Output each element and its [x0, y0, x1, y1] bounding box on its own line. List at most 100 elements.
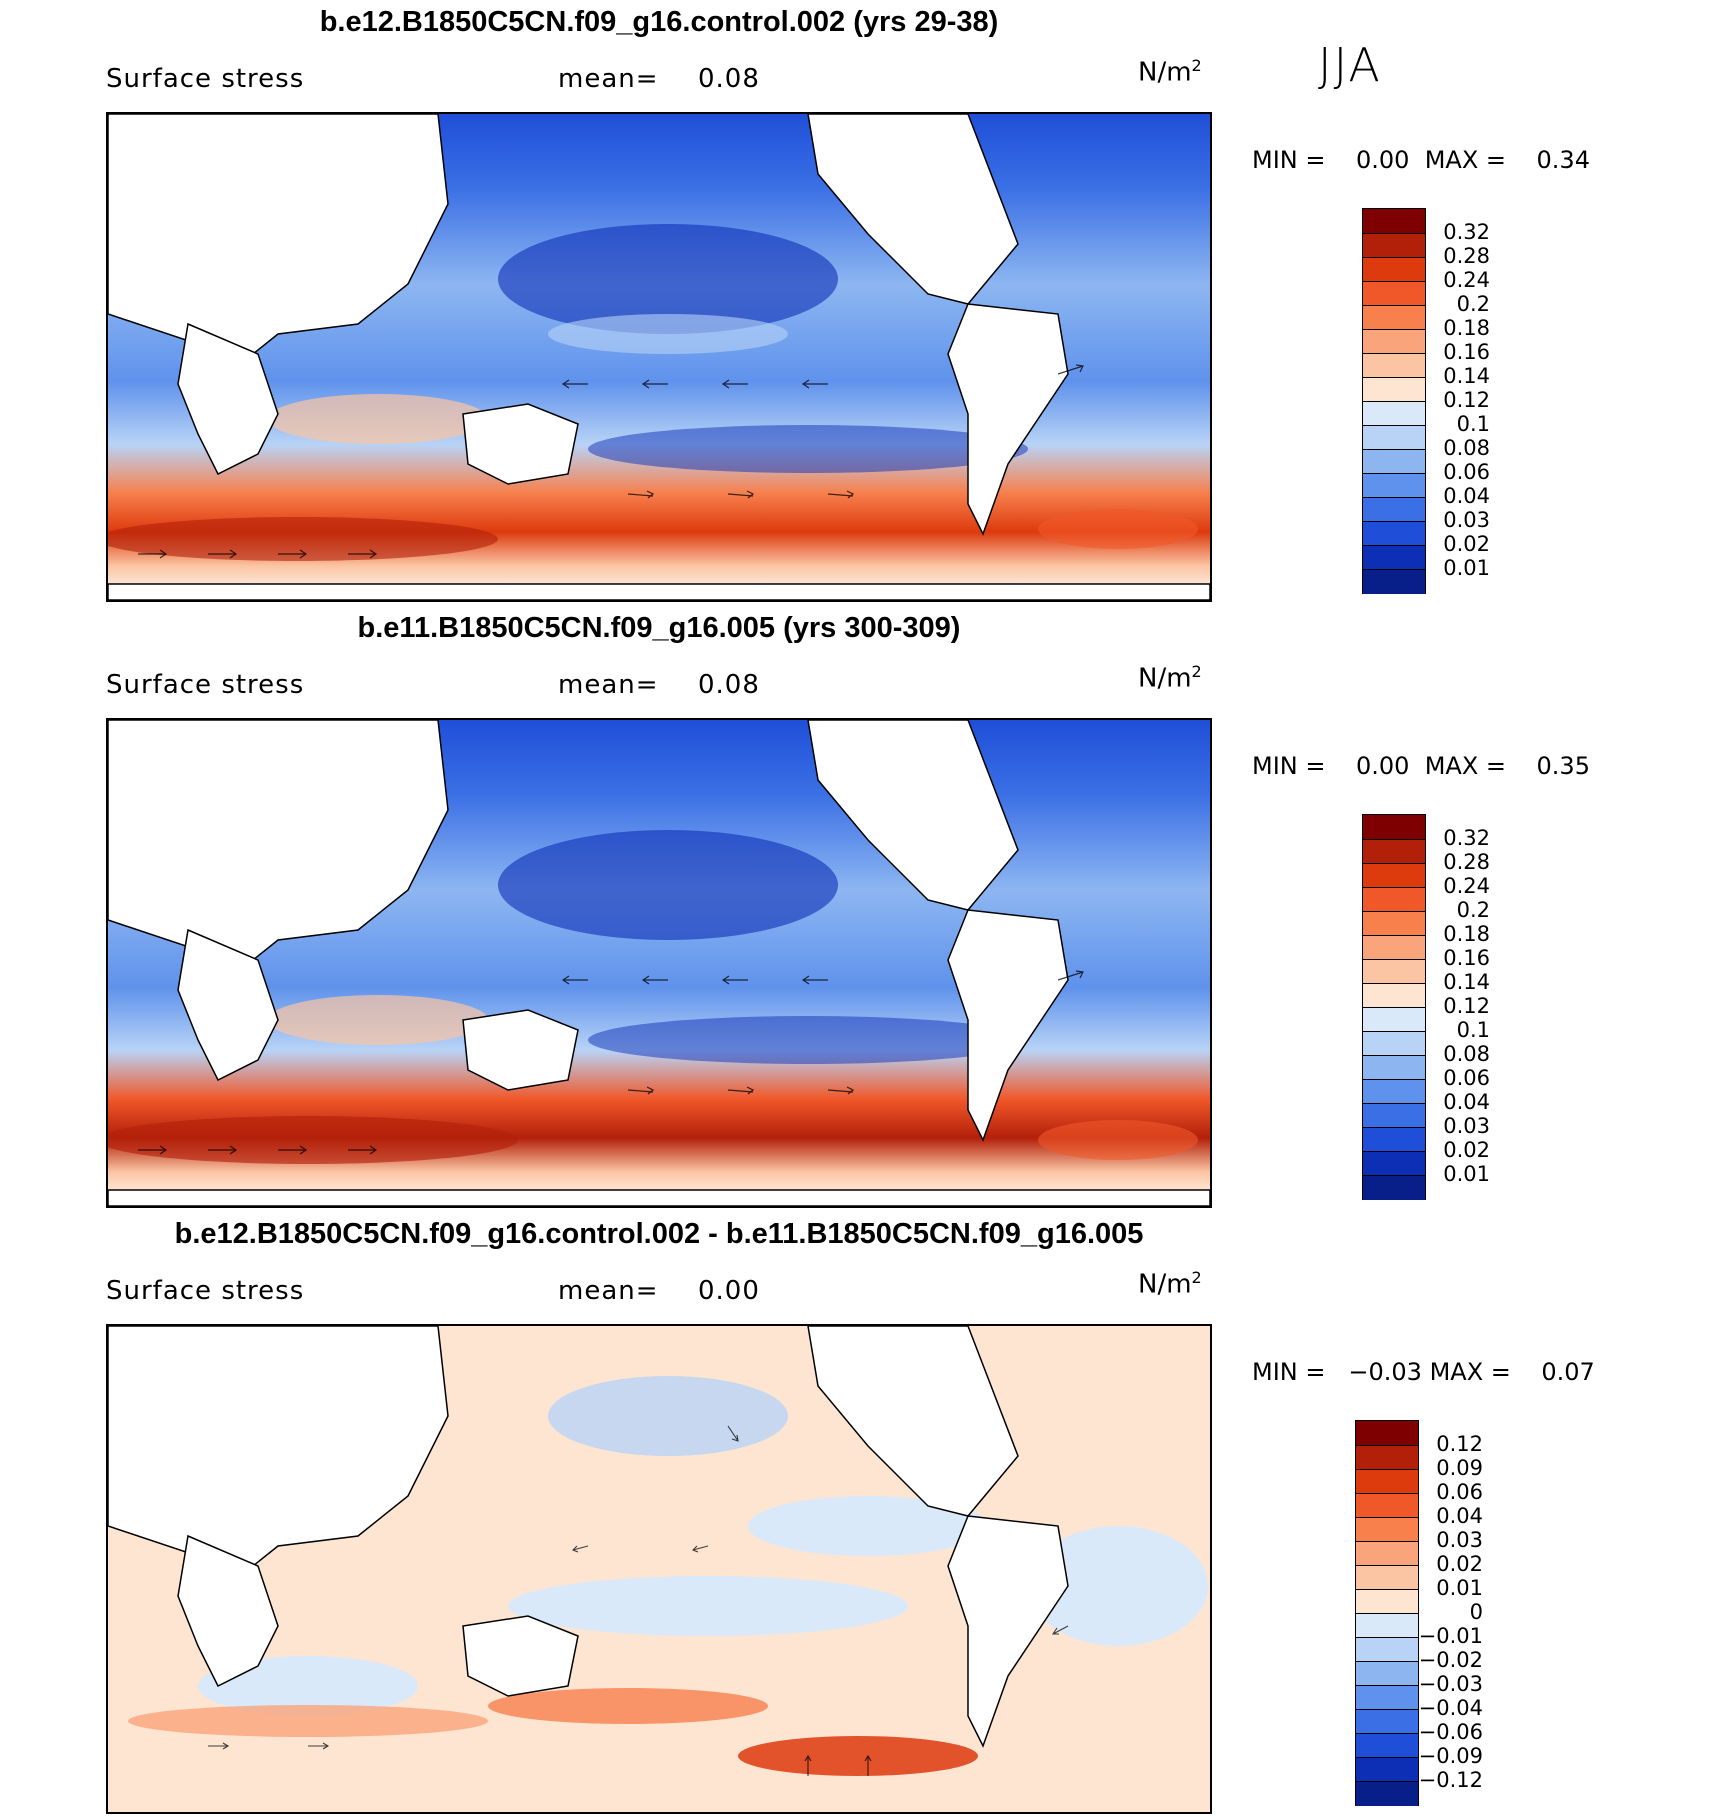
- colorbar-swatch: [1356, 1565, 1418, 1590]
- colorbar-swatch: [1363, 1031, 1425, 1056]
- panel-3-mean-label: mean=: [558, 1276, 659, 1306]
- colorbar-swatch: [1363, 911, 1425, 936]
- colorbar-swatch: [1363, 401, 1425, 426]
- panel-1-title: b.e12.B1850C5CN.f09_g16.control.002 (yrs…: [319, 6, 999, 38]
- panel-3-map: [106, 1324, 1212, 1814]
- colorbar-label: 0.04: [1443, 1090, 1490, 1114]
- panel-2-units: N/m2: [1138, 662, 1202, 694]
- colorbar-box: [1362, 814, 1426, 1200]
- colorbar-label: 0.04: [1436, 1504, 1483, 1528]
- panel-3-minmax: MIN = −0.03 MAX = 0.07: [1252, 1358, 1595, 1386]
- colorbar-swatch: [1363, 935, 1425, 960]
- colorbar-box: [1362, 208, 1426, 594]
- colorbar-swatch: [1363, 1175, 1425, 1200]
- colorbar-swatch: [1363, 305, 1425, 330]
- colorbar-swatch: [1363, 1127, 1425, 1152]
- colorbar-swatch: [1363, 473, 1425, 498]
- colorbar-swatch: [1363, 449, 1425, 474]
- colorbar-label: 0.08: [1443, 1042, 1490, 1066]
- panel-2-mean-value: 0.08: [698, 670, 760, 700]
- colorbar-label: 0.28: [1443, 244, 1490, 268]
- panel-3-title: b.e12.B1850C5CN.f09_g16.control.002 - b.…: [174, 1218, 1144, 1250]
- panel-2-mean-label: mean=: [558, 670, 659, 700]
- colorbar-label: 0.12: [1443, 388, 1490, 412]
- panel-3-map-svg: [108, 1326, 1210, 1812]
- colorbar-label: 0: [1469, 1600, 1483, 1624]
- colorbar-label: 0.03: [1436, 1528, 1483, 1552]
- colorbar-label: 0.12: [1436, 1432, 1483, 1456]
- colorbar-label: 0.14: [1443, 364, 1490, 388]
- panel-1-map: [106, 112, 1212, 602]
- colorbar-swatch: [1356, 1661, 1418, 1686]
- colorbar-label: 0.12: [1443, 994, 1490, 1018]
- panel-1-variable: Surface stress: [106, 64, 305, 94]
- colorbar-label: 0.2: [1456, 292, 1490, 316]
- colorbar-swatch: [1356, 1613, 1418, 1638]
- season-label: JJA: [1318, 38, 1382, 92]
- colorbar-label: 0.08: [1443, 436, 1490, 460]
- colorbar-label: 0.18: [1443, 922, 1490, 946]
- panel-1-units: N/m2: [1138, 56, 1202, 88]
- colorbar-label: −0.01: [1418, 1624, 1483, 1648]
- colorbar-swatch: [1363, 497, 1425, 522]
- colorbar-swatch: [1363, 815, 1425, 839]
- panel-2-map: [106, 718, 1212, 1208]
- colorbar-label: 0.03: [1443, 508, 1490, 532]
- panel-1-map-svg: [108, 114, 1210, 600]
- colorbar-swatch: [1363, 569, 1425, 594]
- colorbar-swatch: [1356, 1493, 1418, 1518]
- colorbar-swatch: [1363, 1151, 1425, 1176]
- colorbar-swatch: [1363, 1055, 1425, 1080]
- colorbar-swatch: [1356, 1757, 1418, 1782]
- colorbar-label: 0.24: [1443, 268, 1490, 292]
- colorbar-swatch: [1356, 1421, 1418, 1445]
- colorbar-label: 0.02: [1443, 1138, 1490, 1162]
- colorbar-swatch: [1363, 545, 1425, 570]
- colorbar-label: −0.02: [1418, 1648, 1483, 1672]
- colorbar-label: 0.32: [1443, 826, 1490, 850]
- colorbar-label: 0.02: [1436, 1552, 1483, 1576]
- panel-1-mean-label: mean=: [558, 64, 659, 94]
- panel-2-title: b.e11.B1850C5CN.f09_g16.005 (yrs 300-309…: [357, 612, 961, 644]
- colorbar-swatch: [1363, 983, 1425, 1008]
- panel-2-minmax: MIN = 0.00 MAX = 0.35: [1252, 752, 1590, 780]
- colorbar-swatch: [1356, 1589, 1418, 1614]
- colorbar-label: 0.02: [1443, 532, 1490, 556]
- colorbar-swatch: [1363, 353, 1425, 378]
- colorbar-swatch: [1363, 233, 1425, 258]
- colorbar-swatch: [1363, 257, 1425, 282]
- colorbar-swatch: [1363, 329, 1425, 354]
- colorbar-swatch: [1356, 1541, 1418, 1566]
- colorbar-box: [1355, 1420, 1419, 1806]
- panel-1-minmax: MIN = 0.00 MAX = 0.34: [1252, 146, 1590, 174]
- colorbar-swatch: [1356, 1685, 1418, 1710]
- colorbar-swatch: [1363, 425, 1425, 450]
- colorbar-label: 0.16: [1443, 946, 1490, 970]
- colorbar-label: 0.16: [1443, 340, 1490, 364]
- colorbar-label: 0.09: [1436, 1456, 1483, 1480]
- colorbar-swatch: [1363, 281, 1425, 306]
- colorbar-swatch: [1363, 863, 1425, 888]
- colorbar-label: 0.1: [1456, 412, 1490, 436]
- colorbar-label: 0.01: [1443, 1162, 1490, 1186]
- colorbar-swatch: [1356, 1637, 1418, 1662]
- colorbar-label: 0.06: [1436, 1480, 1483, 1504]
- colorbar-swatch: [1356, 1709, 1418, 1734]
- colorbar-label: 0.14: [1443, 970, 1490, 994]
- colorbar-label: −0.06: [1418, 1720, 1483, 1744]
- colorbar-swatch: [1363, 1103, 1425, 1128]
- colorbar-swatch: [1363, 959, 1425, 984]
- panel-1-mean-value: 0.08: [698, 64, 760, 94]
- colorbar-label: 0.03: [1443, 1114, 1490, 1138]
- colorbar-swatch: [1356, 1517, 1418, 1542]
- colorbar-label: −0.09: [1418, 1744, 1483, 1768]
- panel-2-variable: Surface stress: [106, 670, 305, 700]
- colorbar-swatch: [1363, 839, 1425, 864]
- panel-2-map-svg: [108, 720, 1210, 1206]
- colorbar-label: 0.1: [1456, 1018, 1490, 1042]
- colorbar-swatch: [1363, 1007, 1425, 1032]
- colorbar-swatch: [1356, 1781, 1418, 1806]
- colorbar-swatch: [1356, 1733, 1418, 1758]
- panel-3-units: N/m2: [1138, 1268, 1202, 1300]
- panel-3-mean-value: 0.00: [698, 1276, 760, 1306]
